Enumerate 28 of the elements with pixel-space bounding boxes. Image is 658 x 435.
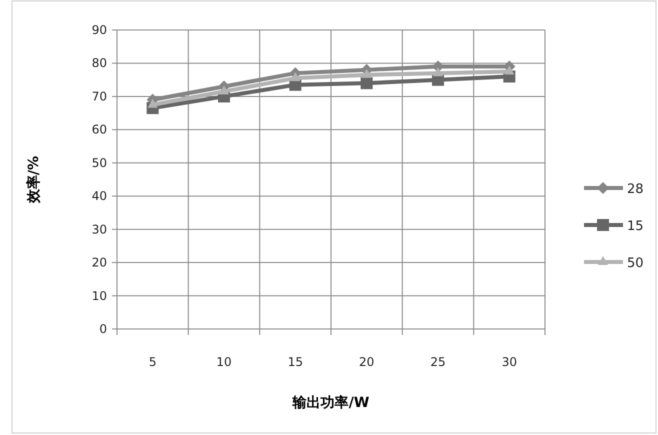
point [360,77,373,90]
y-tick-label: 0 [99,322,107,336]
y-tick-label: 60 [92,122,107,137]
y-axis-title: 效率/% [25,156,42,204]
point [504,66,514,75]
legend-label: 50 [627,256,644,271]
point [362,68,372,78]
y-tick-label: 20 [92,256,107,270]
x-tick-label: 5 [148,355,156,369]
x-axis-title: 输出功率/W [292,394,370,411]
y-tick-label: 70 [92,89,107,104]
point [219,85,229,94]
point [290,72,300,82]
y-tick-label: 90 [92,23,107,37]
x-tick-label: 15 [288,355,303,369]
y-tick-label: 30 [92,222,107,236]
x-tick-label: 10 [216,355,232,369]
legend-label: 28 [627,182,644,197]
x-tick-label: 30 [502,355,517,369]
legend-label: 15 [627,219,644,234]
y-tick-label: 40 [92,189,107,204]
point [148,98,158,108]
x-tick-label: 25 [430,355,446,369]
y-tick-label: 10 [92,288,107,303]
y-tick-label: 80 [92,56,107,70]
point [433,67,443,76]
y-tick-label: 50 [92,156,107,170]
x-tick-label: 20 [359,355,374,369]
